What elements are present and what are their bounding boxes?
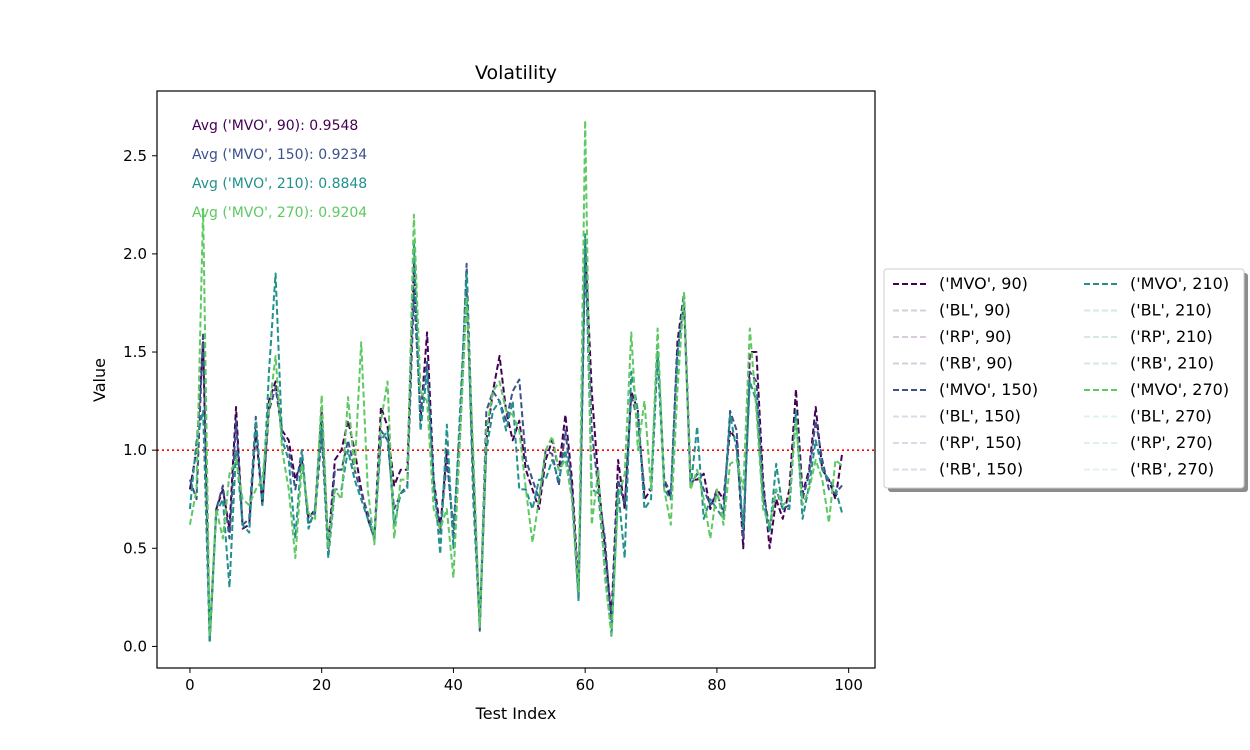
avg-annotation: Avg ('MVO', 150): 0.9234 [192, 147, 367, 163]
legend-label: ('BL', 150) [939, 407, 1021, 426]
plot-area: Avg ('MVO', 90): 0.9548 Avg ('MVO', 150):… [156, 90, 876, 669]
chart-title: Volatility [475, 62, 557, 84]
y-tick-label: 0.0 [123, 637, 147, 655]
y-tick-label: 2.0 [123, 245, 147, 263]
y-tick-label: 0.5 [123, 539, 147, 557]
legend-label: ('RP', 90) [939, 327, 1012, 346]
legend-label: ('MVO', 150) [939, 380, 1038, 399]
y-axis: 0.0 0.5 1.0 1.5 2.0 2.5 [123, 147, 157, 655]
legend-label: ('RP', 270) [1130, 433, 1213, 452]
legend-label: ('RB', 90) [939, 354, 1013, 373]
y-tick-label: 2.5 [123, 147, 147, 165]
legend-label: ('BL', 270) [1130, 407, 1212, 426]
plot-frame [156, 90, 876, 669]
legend-label: ('MVO', 210) [1130, 274, 1229, 293]
legend-label: ('MVO', 270) [1130, 380, 1229, 399]
legend: ('MVO', 90) ('BL', 90) ('RP', 90) ('RB', 90… [883, 268, 1248, 492]
y-tick-label: 1.0 [123, 441, 147, 459]
legend-label: ('RP', 210) [1130, 327, 1213, 346]
y-axis-label: Value [90, 358, 109, 402]
legend-label: ('BL', 210) [1130, 301, 1212, 320]
series-line-0 [188, 243, 844, 642]
x-tick-label: 20 [312, 676, 331, 694]
legend-label: ('BL', 90) [939, 301, 1011, 320]
legend-label: ('MVO', 90) [939, 274, 1028, 293]
x-tick-label: 80 [707, 676, 726, 694]
series-line-1 [188, 252, 843, 642]
avg-annotation: Avg ('MVO', 90): 0.9548 [192, 118, 358, 134]
x-tick-label: 40 [444, 676, 463, 694]
y-tick-label: 1.5 [123, 343, 147, 361]
x-tick-label: 100 [834, 676, 863, 694]
legend-box [883, 268, 1245, 489]
x-axis-label: Test Index [475, 704, 557, 723]
x-axis: 0 20 40 60 80 100 [185, 668, 863, 694]
legend-label: ('RP', 150) [939, 433, 1022, 452]
avg-annotation: Avg ('MVO', 210): 0.8848 [192, 176, 367, 192]
legend-label: ('RB', 210) [1130, 354, 1214, 373]
series-line-2 [188, 233, 844, 644]
legend-label: ('RB', 150) [939, 460, 1023, 479]
avg-annotation: Avg ('MVO', 270): 0.9204 [192, 205, 367, 221]
legend-label: ('RB', 270) [1130, 460, 1214, 479]
x-tick-label: 60 [576, 676, 595, 694]
x-tick-label: 0 [185, 676, 195, 694]
series-line-3 [188, 119, 843, 638]
